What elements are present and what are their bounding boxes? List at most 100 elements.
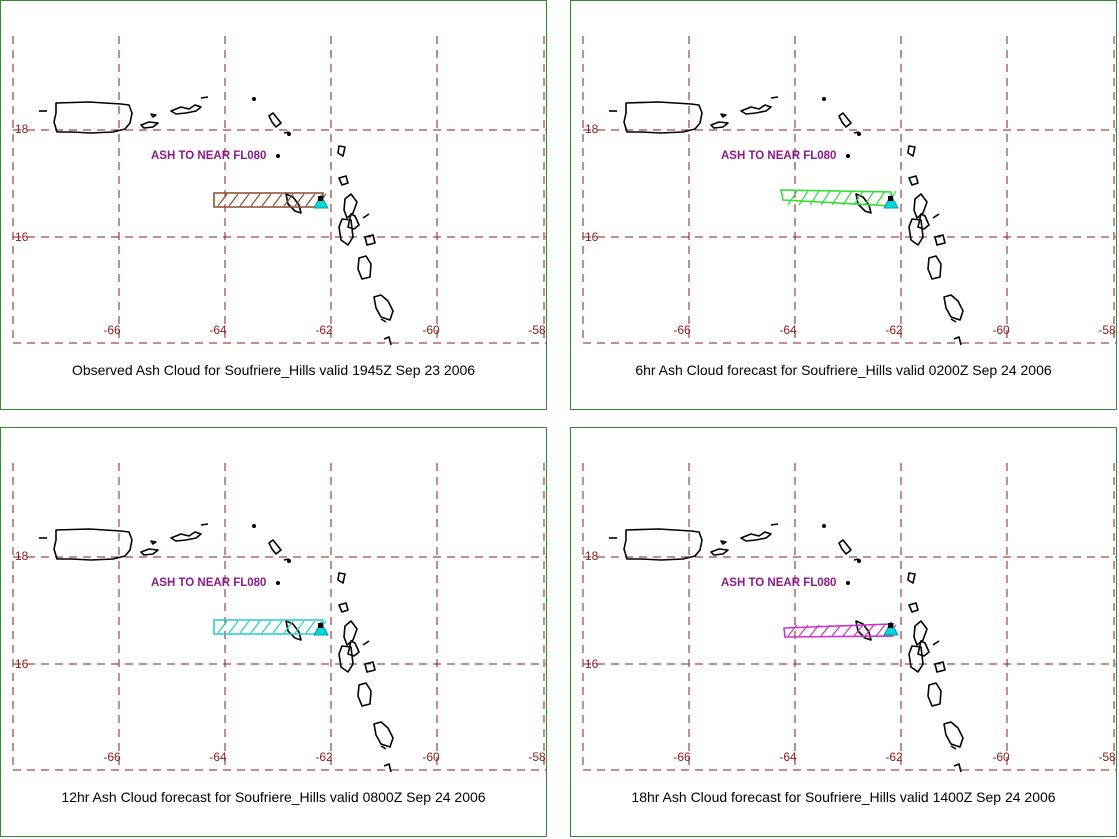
coastline <box>927 682 942 707</box>
ash-cloud <box>783 623 897 638</box>
island-dot <box>857 132 861 136</box>
volcano-marker <box>883 620 899 636</box>
lat-label: 16 <box>585 657 599 671</box>
island-dot <box>822 97 826 101</box>
coastline <box>740 104 772 115</box>
coastline <box>917 640 930 657</box>
island-dot <box>822 524 826 528</box>
coastline <box>362 213 370 219</box>
lon-label: -64 <box>209 750 227 764</box>
volcano-marker <box>313 193 329 209</box>
coastline <box>268 539 282 555</box>
ash-hatch <box>820 624 831 637</box>
coastline <box>838 539 852 555</box>
coastline <box>853 131 860 134</box>
ash-hatch <box>864 190 875 206</box>
coastline <box>338 218 354 246</box>
coastline <box>338 645 354 673</box>
coastline <box>907 145 916 157</box>
ash-hatch <box>831 190 842 206</box>
coastline <box>913 193 928 219</box>
coastline <box>838 112 852 128</box>
ash-hatch <box>820 190 831 206</box>
coastline <box>953 763 962 773</box>
map-svg: 18 16 -66 -64 -62 -60 -58 ASH TO NEAR FL080 <box>12 463 546 773</box>
coastline <box>373 294 394 321</box>
ash-annotation: ASH TO NEAR FL080 <box>151 577 266 589</box>
lon-label: -58 <box>528 750 546 764</box>
panel-caption: 12hr Ash Cloud forecast for Soufriere_Hi… <box>61 789 486 805</box>
ash-hatch <box>305 620 316 634</box>
ash-hatch <box>798 624 809 637</box>
coastline <box>710 121 729 129</box>
ash-hatch <box>250 193 261 207</box>
panel-caption: 18hr Ash Cloud forecast for Soufriere_Hi… <box>631 789 1056 805</box>
ash-hatch <box>272 193 283 207</box>
coastline <box>917 213 930 230</box>
coastline <box>200 96 209 99</box>
coastline <box>932 213 940 219</box>
coastline <box>362 640 370 646</box>
coastline <box>283 131 290 134</box>
coastline <box>953 336 962 346</box>
lon-label: -66 <box>673 750 691 764</box>
lon-label: -64 <box>779 750 797 764</box>
coastline <box>285 620 302 641</box>
coastline <box>53 101 133 134</box>
coastline <box>338 602 349 613</box>
ash-hatch <box>250 620 261 634</box>
coastline <box>740 531 772 542</box>
lon-label: -62 <box>885 750 903 764</box>
ash-hatch <box>305 193 316 207</box>
coastline <box>720 113 727 118</box>
coastline <box>908 175 919 186</box>
ash-annotation: ASH TO NEAR FL080 <box>721 150 836 162</box>
ash-hatch <box>842 190 853 206</box>
volcano-vent <box>318 623 323 628</box>
coastline <box>337 572 346 584</box>
coastline <box>934 234 946 246</box>
ash-hatch <box>272 620 283 634</box>
coastline <box>383 336 392 346</box>
island-dot <box>252 97 256 101</box>
coastline <box>357 682 372 707</box>
coastline <box>908 645 924 673</box>
coastline <box>908 218 924 246</box>
coastline <box>770 523 779 526</box>
map-panel-observed: 18 16 -66 -64 -62 -60 -58 ASH TO NEAR FL080 Obs… <box>0 0 547 410</box>
lat-label: 16 <box>15 230 29 244</box>
map-panel-18hr: 18 16 -66 -64 -62 -60 -58 ASH TO NEAR FL080 18h… <box>570 427 1117 837</box>
island-dot <box>846 581 850 585</box>
coastline <box>373 721 394 748</box>
coastline <box>932 640 940 646</box>
coastline <box>943 294 964 321</box>
coastline <box>907 572 916 584</box>
lon-label: -60 <box>992 750 1010 764</box>
island-dot <box>276 581 280 585</box>
lat-label: 18 <box>585 122 599 136</box>
lon-label: -66 <box>103 323 121 337</box>
volcano-marker <box>313 620 329 636</box>
coastline <box>268 112 282 128</box>
map-panel-12hr: 18 16 -66 -64 -62 -60 -58 ASH TO NEAR FL080 12h… <box>0 427 547 837</box>
coastline <box>770 96 779 99</box>
panel-caption: 6hr Ash Cloud forecast for Soufriere_Hil… <box>635 362 1052 378</box>
island-dot <box>276 154 280 158</box>
ash-hatch <box>217 620 228 634</box>
map-panel-6hr: 18 16 -66 -64 -62 -60 -58 ASH TO NEAR FL080 6hr… <box>570 0 1117 410</box>
coastline <box>950 745 957 750</box>
coastline <box>53 528 133 561</box>
lat-label: 16 <box>15 657 29 671</box>
map-svg: 18 16 -66 -64 -62 -60 -58 ASH TO NEAR FL080 <box>582 36 1116 346</box>
lat-label: 16 <box>585 230 599 244</box>
coastline <box>908 602 919 613</box>
coastline <box>200 523 209 526</box>
lat-label: 18 <box>15 122 29 136</box>
island-dot <box>287 132 291 136</box>
ash-hatch <box>294 620 305 634</box>
ash-hatch <box>853 190 864 206</box>
island-dot <box>846 154 850 158</box>
ash-hatch <box>261 620 272 634</box>
ash-hatch <box>228 193 239 207</box>
coastline <box>337 145 346 157</box>
